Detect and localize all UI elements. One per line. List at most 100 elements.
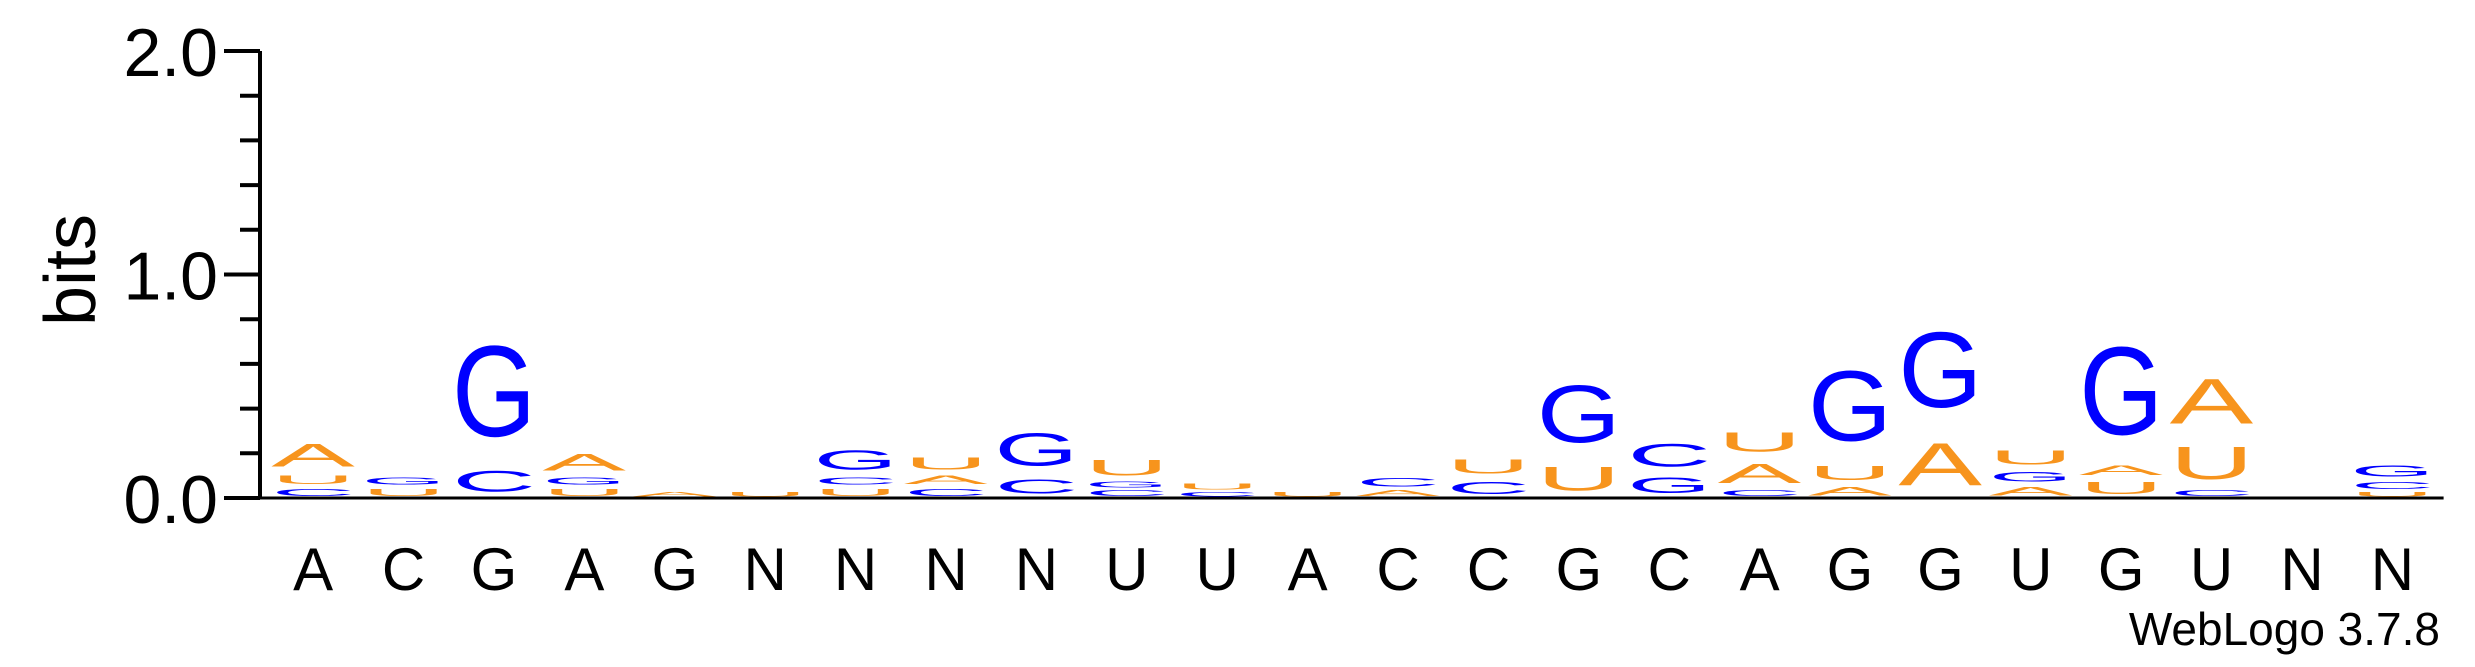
logo-letter-A: A bbox=[904, 473, 988, 486]
logo-column: CGU bbox=[1085, 455, 1169, 498]
x-tick-label: G bbox=[471, 536, 518, 603]
y-tick-label: 2.0 bbox=[123, 15, 218, 91]
logo-column: UG bbox=[362, 476, 446, 498]
logo-letter-U: U bbox=[1718, 426, 1802, 457]
logo-column: CUA bbox=[271, 438, 355, 498]
logo-column: CUA bbox=[2170, 366, 2254, 498]
x-tick-label: C bbox=[1648, 536, 1691, 603]
x-tick-label: C bbox=[1376, 536, 1419, 603]
logo-letter-G: G bbox=[452, 320, 536, 465]
logo-letter-G: G bbox=[2350, 462, 2434, 480]
x-tick-label: A bbox=[1288, 536, 1328, 603]
logo-letter-A: A bbox=[2170, 366, 2254, 437]
logo-letter-U: U bbox=[1175, 482, 1259, 491]
logo-letter-U: U bbox=[2079, 478, 2163, 498]
x-tick-label: G bbox=[2098, 536, 2145, 603]
logo-letter-C: C bbox=[1085, 489, 1169, 498]
logo-letter-C: C bbox=[452, 464, 536, 497]
logo-letter-U: U bbox=[904, 453, 988, 473]
logo-letter-U: U bbox=[1266, 491, 1350, 498]
logo-letter-A: A bbox=[1718, 458, 1802, 489]
x-tick-label: U bbox=[1196, 536, 1239, 603]
logo-letter-U: U bbox=[2350, 491, 2434, 498]
logo-column: UAG bbox=[2079, 321, 2163, 498]
logo-column: U bbox=[723, 491, 807, 498]
x-tick-label: U bbox=[1105, 536, 1148, 603]
logo-letter-A: A bbox=[1989, 484, 2073, 497]
logo-letter-G: G bbox=[362, 476, 446, 487]
logo-letter-C: C bbox=[1627, 438, 1711, 474]
x-tick-label: A bbox=[1740, 536, 1780, 603]
logo-column: CG bbox=[994, 424, 1078, 498]
logo-letter-U: U bbox=[814, 487, 898, 498]
x-tick-label: C bbox=[1467, 536, 1510, 603]
x-tick-label: A bbox=[564, 536, 604, 603]
logo-column: AC bbox=[1356, 476, 1441, 498]
logo-letter-G: G bbox=[2079, 321, 2163, 462]
logo-letter-G: G bbox=[1898, 309, 1982, 430]
y-axis: 0.0 1.0 2.0 bbox=[123, 15, 2444, 538]
logo-letter-C: C bbox=[814, 476, 898, 487]
weblogo-credit: WebLogo 3.7.8 bbox=[2129, 603, 2440, 655]
logo-column: CAU bbox=[904, 453, 988, 498]
logo-letter-A: A bbox=[2079, 462, 2163, 478]
logo-column: CU bbox=[1446, 455, 1530, 498]
x-tick-label: U bbox=[2009, 536, 2052, 603]
logo-letter-G: G bbox=[814, 444, 898, 475]
x-tick-label: G bbox=[1827, 536, 1874, 603]
logo-column: CAU bbox=[1718, 426, 1802, 498]
logo-letter-A: A bbox=[271, 438, 355, 474]
logo-column: UG bbox=[1537, 369, 1621, 499]
x-tick-label: C bbox=[382, 536, 425, 603]
logo-letter-U: U bbox=[362, 487, 446, 498]
y-tick-label: 0.0 bbox=[123, 462, 218, 538]
logo-column: CG bbox=[452, 320, 536, 498]
logo-column: GC bbox=[1627, 438, 1711, 498]
logo-letter-C: C bbox=[904, 487, 988, 498]
logo-letter-U: U bbox=[723, 491, 807, 498]
logo-letter-U: U bbox=[542, 487, 626, 498]
logo-letter-U: U bbox=[1085, 455, 1169, 480]
x-tick-label: N bbox=[1015, 536, 1058, 603]
logo-letter-C: C bbox=[2350, 480, 2434, 491]
logo-column: AG bbox=[1898, 309, 1982, 497]
logo-column: U bbox=[1266, 491, 1350, 498]
logo-letter-C: C bbox=[271, 487, 355, 498]
logo-letter-G: G bbox=[1989, 469, 2073, 485]
logo-column: UCG bbox=[2350, 462, 2434, 498]
x-tick-label: G bbox=[651, 536, 698, 603]
logo-letter-A: A bbox=[633, 491, 718, 498]
logo-letter-C: C bbox=[1718, 489, 1802, 498]
y-axis-label: bits bbox=[31, 214, 111, 326]
logo-letter-C: C bbox=[1446, 478, 1530, 498]
logo-letter-G: G bbox=[1808, 351, 1892, 462]
logo-letter-C: C bbox=[1175, 491, 1259, 498]
x-tick-label: N bbox=[744, 536, 787, 603]
logo-letter-A: A bbox=[1808, 484, 1892, 497]
logo-letter-U: U bbox=[1446, 455, 1530, 477]
x-tick-label: N bbox=[2371, 536, 2414, 603]
logo-letter-U: U bbox=[1537, 460, 1621, 498]
x-tick-label: A bbox=[293, 536, 333, 603]
logo-letter-U: U bbox=[2170, 437, 2254, 488]
logo-column: AUG bbox=[1808, 351, 1892, 498]
logo-letter-U: U bbox=[271, 473, 355, 486]
logo-letter-G: G bbox=[542, 476, 626, 487]
x-tick-label: G bbox=[1555, 536, 1602, 603]
logo-letter-A: A bbox=[542, 449, 627, 476]
logo-column: A bbox=[633, 491, 718, 498]
logo-letter-C: C bbox=[1356, 476, 1440, 489]
x-tick-label: U bbox=[2190, 536, 2233, 603]
logo-letter-G: G bbox=[1085, 480, 1169, 489]
logo-column: CU bbox=[1175, 482, 1259, 498]
x-tick-label: N bbox=[2280, 536, 2323, 603]
x-tick-label: G bbox=[1917, 536, 1964, 603]
logo-letter-A: A bbox=[1356, 489, 1441, 498]
logo-column: UCG bbox=[814, 444, 898, 498]
x-tick-label: N bbox=[834, 536, 877, 603]
logo-column: UGA bbox=[542, 449, 627, 498]
logo-letter-G: G bbox=[1627, 473, 1711, 498]
logo-letter-G: G bbox=[1537, 369, 1621, 460]
